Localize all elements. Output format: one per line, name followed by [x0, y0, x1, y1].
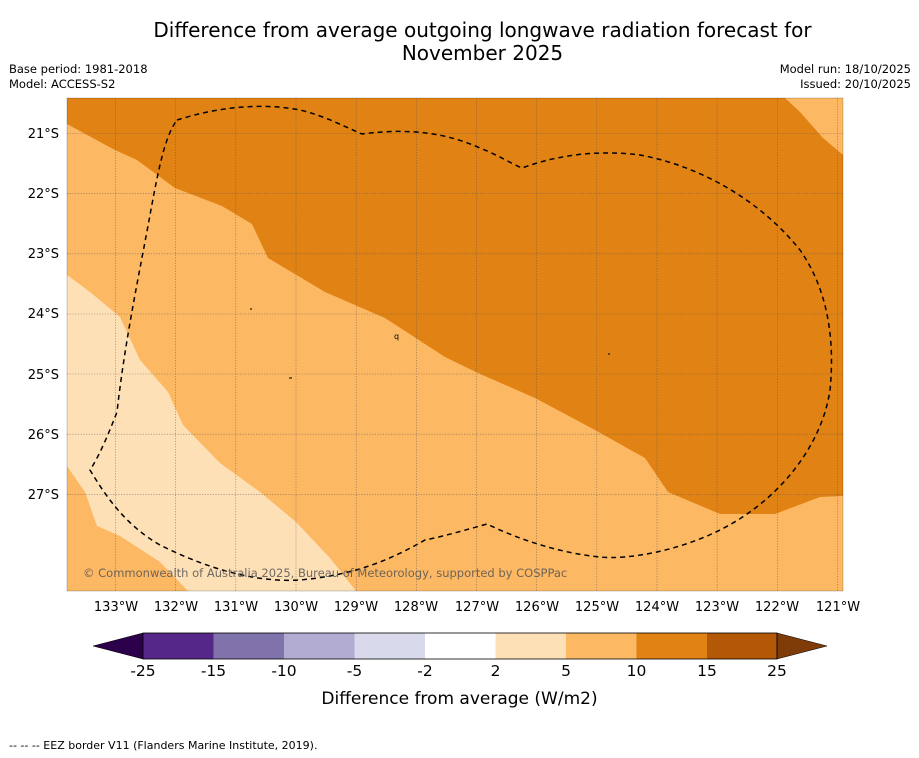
lon-label: 126°W: [515, 600, 559, 615]
colorbar-segment: [425, 633, 496, 659]
colorbar-tick: 25: [767, 662, 787, 680]
colorbar-segment: [284, 633, 355, 659]
grid-lines: [67, 98, 843, 591]
model-name: Model: ACCESS-S2: [9, 77, 116, 91]
model-run: Model run: 18/10/2025: [779, 62, 911, 76]
colorbar-segment: [566, 633, 637, 659]
lon-label: 121°W: [816, 600, 860, 615]
lon-label: 129°W: [334, 600, 378, 615]
colorbar-segment: [354, 633, 425, 659]
meta-left: Base period: 1981-2018 Model: ACCESS-S2: [9, 62, 148, 92]
colorbar-segment: [143, 633, 214, 659]
colorbar-outline: [142, 632, 778, 660]
lon-label: 125°W: [575, 600, 619, 615]
colorbar-extend-low: [92, 632, 144, 660]
colorbar-segment: [495, 633, 566, 659]
map-copyright: © Commonwealth of Australia 2025, Bureau…: [83, 566, 567, 580]
colorbar-tick: -5: [347, 662, 362, 680]
lat-label: 24°S: [28, 307, 59, 322]
colorbar-tick: 5: [561, 662, 571, 680]
lon-label: 131°W: [214, 600, 258, 615]
region-2-5: [67, 275, 356, 591]
colorbar-segment: [707, 633, 777, 659]
issued-date: Issued: 20/10/2025: [800, 77, 911, 91]
colorbar-segment: [636, 633, 707, 659]
lon-label: 127°W: [455, 600, 499, 615]
chart-title-line2: November 2025: [401, 41, 564, 65]
colorbar-tick: -10: [271, 662, 296, 680]
colorbar-tick: 2: [491, 662, 501, 680]
lon-label: 133°W: [94, 600, 138, 615]
map-border: [66, 97, 844, 592]
lon-label: 130°W: [274, 600, 318, 615]
colorbar-label: Difference from average (W/m2): [321, 689, 598, 709]
island-label: q: [394, 332, 399, 341]
lat-label: 23°S: [28, 247, 59, 262]
colorbar-tick: -25: [130, 662, 155, 680]
lon-label: 122°W: [755, 600, 799, 615]
lon-label: 132°W: [154, 600, 198, 615]
colorbar-tick: -15: [201, 662, 226, 680]
colorbar-tick: 15: [697, 662, 717, 680]
region-5-10: [67, 124, 843, 591]
lat-label: 22°S: [28, 187, 59, 202]
lon-label: 123°W: [695, 600, 739, 615]
lon-labels: 133°W 132°W 131°W 130°W 129°W 128°W 127°…: [94, 600, 860, 615]
lon-label: 124°W: [635, 600, 679, 615]
base-period: Base period: 1981-2018: [9, 62, 148, 76]
colorbar-segment: [213, 633, 284, 659]
chart-title-line1: Difference from average outgoing longwav…: [153, 18, 812, 42]
colorbar: [92, 632, 828, 660]
eez-legend-footnote: -- -- -- EEZ border V11 (Flanders Marine…: [9, 739, 318, 752]
colorbar-ticks: -25 -15 -10 -5 -2 2 5 10 15 25: [130, 662, 787, 680]
lat-label: 26°S: [28, 428, 59, 443]
lat-label: 27°S: [28, 488, 59, 503]
chart-title: Difference from average outgoing longwav…: [0, 19, 919, 65]
lat-label: 25°S: [28, 368, 59, 383]
map-plot-area: q © Commonwealth of Australia 2025, Bure…: [67, 98, 843, 591]
colorbar-extend-high: [776, 632, 828, 660]
lat-labels: 21°S 22°S 23°S 24°S 25°S 26°S 27°S: [28, 127, 59, 503]
region-5-10-corner: [785, 98, 843, 155]
lat-label: 21°S: [28, 127, 59, 142]
region-5-10-southwest: [67, 466, 188, 591]
meta-right: Model run: 18/10/2025 Issued: 20/10/2025: [780, 62, 911, 92]
colorbar-tick: 10: [627, 662, 647, 680]
colorbar-tick: -2: [417, 662, 432, 680]
lon-label: 128°W: [394, 600, 438, 615]
